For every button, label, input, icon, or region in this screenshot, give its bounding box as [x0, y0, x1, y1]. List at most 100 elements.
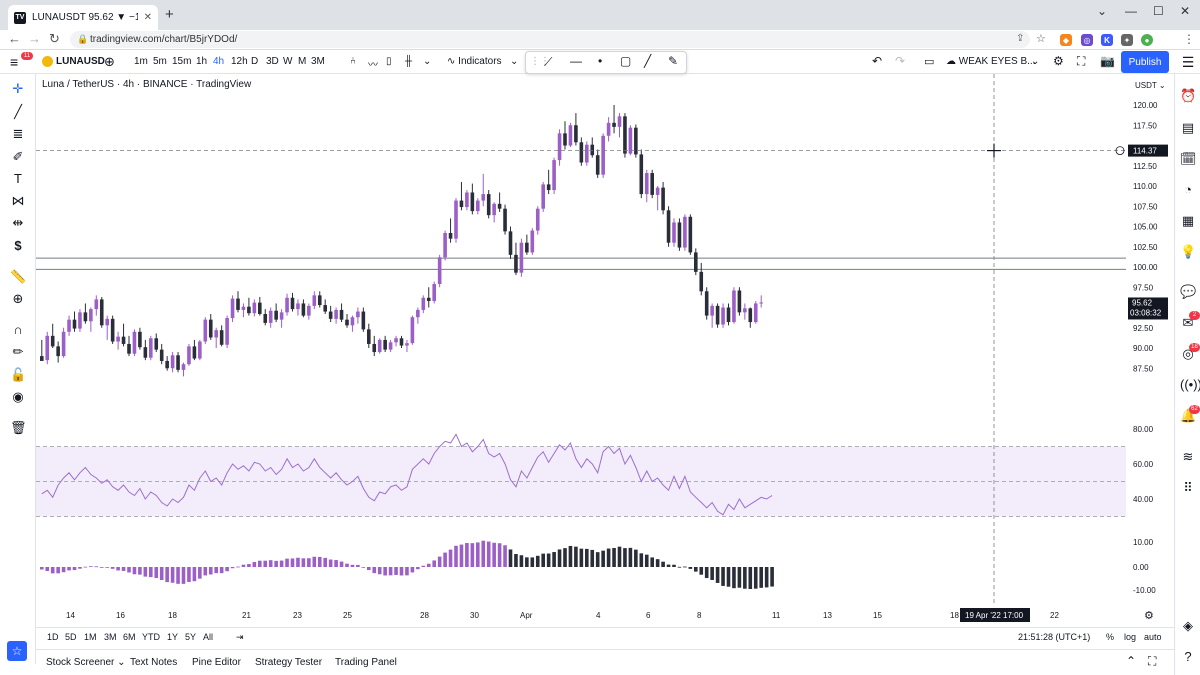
- range-5d[interactable]: 5D: [65, 632, 77, 642]
- chevron-down-icon[interactable]: ⌄: [1031, 56, 1040, 67]
- undo-icon[interactable]: ↶: [872, 54, 883, 68]
- hotlist-icon[interactable]: ▦: [1181, 213, 1195, 228]
- trash-icon[interactable]: 🗑: [10, 420, 27, 435]
- bar-style-icon[interactable]: ⑃: [350, 56, 356, 67]
- text-icon[interactable]: T: [14, 171, 22, 186]
- interval-m[interactable]: M: [298, 56, 307, 67]
- fullscreen-icon[interactable]: ⛶: [1077, 54, 1086, 68]
- zoom-icon[interactable]: ⊕: [12, 291, 24, 306]
- hamburger-menu-icon[interactable]: ≡: [10, 54, 19, 70]
- log-toggle[interactable]: log: [1124, 632, 1137, 642]
- layers-stack-icon[interactable]: ◈: [1183, 618, 1193, 633]
- close-tab-icon[interactable]: ✕: [143, 12, 152, 23]
- auto-toggle[interactable]: auto: [1144, 632, 1162, 642]
- chevron-down-icon[interactable]: ⌄: [510, 56, 519, 67]
- lock-icon[interactable]: 🔓: [10, 367, 27, 382]
- trend-line-icon[interactable]: ╱: [644, 54, 652, 68]
- url-field[interactable]: 🔒 tradingview.com/chart/B5jrYDOd/: [70, 31, 1030, 48]
- close-window-icon[interactable]: ✕: [1180, 4, 1191, 18]
- tab-text-notes[interactable]: Text Notes: [130, 657, 178, 668]
- horizontal-line-icon[interactable]: —: [570, 54, 582, 68]
- data-window-icon[interactable]: ◔: [1184, 182, 1192, 197]
- candles-style-icon[interactable]: ▯: [386, 56, 392, 67]
- range-3m[interactable]: 3M: [104, 632, 117, 642]
- patterns-icon[interactable]: ⋈: [11, 193, 25, 208]
- help-icon[interactable]: ?: [1184, 649, 1192, 664]
- tab-stock-screener[interactable]: Stock Screener ⌄: [46, 657, 126, 668]
- brush-icon[interactable]: ✐: [12, 149, 24, 164]
- watchlist-icon[interactable]: ☰: [1181, 54, 1195, 70]
- chevron-down-icon[interactable]: ⌄: [423, 56, 432, 67]
- price-range-icon[interactable]: $: [14, 238, 22, 253]
- tab-pine-editor[interactable]: Pine Editor: [192, 657, 241, 668]
- line-style-icon[interactable]: 〰: [368, 60, 378, 71]
- tab-trading-panel[interactable]: Trading Panel: [335, 657, 397, 668]
- eye-icon[interactable]: ◉: [12, 389, 24, 404]
- k-extension-icon[interactable]: K: [1101, 34, 1113, 46]
- forecast-icon[interactable]: ⇹: [12, 215, 24, 230]
- broadcast-icon[interactable]: ((•)): [1180, 377, 1200, 392]
- alert-clock-icon[interactable]: ⏰: [1180, 88, 1197, 103]
- interval-12h[interactable]: 12h: [231, 56, 248, 67]
- dom-icon[interactable]: ⠿: [1183, 480, 1193, 495]
- interval-1h[interactable]: 1h: [196, 56, 208, 67]
- compare-symbol-icon[interactable]: ⊕: [104, 54, 115, 69]
- symbol-search-button[interactable]: LUNAUSD: [42, 56, 105, 67]
- rectangle-icon[interactable]: ▢: [620, 54, 632, 68]
- maximize-panel-icon[interactable]: ⛶: [1148, 654, 1157, 668]
- reload-icon[interactable]: ↻: [49, 31, 60, 46]
- calendar-icon[interactable]: 🗓: [1180, 151, 1197, 166]
- profile-avatar[interactable]: ●: [1141, 34, 1153, 46]
- range-1d[interactable]: 1D: [47, 632, 59, 642]
- messages-icon[interactable]: ✉: [1182, 315, 1194, 330]
- maximize-icon[interactable]: ☐: [1153, 4, 1164, 18]
- forward-icon[interactable]: →: [28, 31, 41, 46]
- indicators-button[interactable]: ∿ Indicators: [447, 56, 502, 67]
- range-ytd[interactable]: YTD: [142, 632, 160, 642]
- share-icon[interactable]: ⇪: [1016, 33, 1025, 44]
- bookmark-star-icon[interactable]: ☆: [1036, 33, 1046, 45]
- interval-3m[interactable]: 3M: [311, 56, 325, 67]
- heikin-style-icon[interactable]: ╫: [405, 56, 413, 67]
- interval-w[interactable]: W: [283, 56, 293, 67]
- camera-icon[interactable]: 📷: [1100, 54, 1115, 68]
- range-5y[interactable]: 5Y: [185, 632, 197, 642]
- chevron-down-icon[interactable]: ⌄: [1097, 4, 1108, 18]
- crosshair-icon[interactable]: ✛: [12, 81, 24, 96]
- layout-name-button[interactable]: ☁ WEAK EYES B...: [946, 56, 1035, 67]
- interval-15m[interactable]: 15m: [172, 56, 192, 67]
- fib-icon[interactable]: ≣: [12, 126, 24, 141]
- favorites-star-icon[interactable]: ☆: [7, 641, 27, 661]
- metamask-extension-icon[interactable]: ◆: [1060, 34, 1072, 46]
- clock-text[interactable]: 21:51:28 (UTC+1): [1018, 632, 1091, 642]
- ruler-icon[interactable]: 📏: [10, 269, 27, 284]
- collapse-chevron-icon[interactable]: ⌃: [1126, 654, 1137, 668]
- trend-line-icon[interactable]: ╱: [14, 104, 22, 119]
- brush-icon[interactable]: ✎: [668, 54, 679, 68]
- publish-button[interactable]: Publish: [1121, 51, 1169, 73]
- interval-5m[interactable]: 5m: [153, 56, 167, 67]
- interval-1m[interactable]: 1m: [134, 56, 148, 67]
- tab-strategy-tester[interactable]: Strategy Tester: [255, 657, 323, 668]
- browser-tab[interactable]: TV LUNAUSDT 95.62 ▼ −1.84% WE… ✕: [8, 5, 158, 30]
- range-all[interactable]: All: [203, 632, 214, 642]
- interval-d[interactable]: D: [251, 56, 259, 67]
- range-6m[interactable]: 6M: [123, 632, 136, 642]
- minimize-icon[interactable]: —: [1125, 4, 1137, 18]
- streams-icon[interactable]: ◎: [1182, 346, 1194, 361]
- news-icon[interactable]: ▤: [1181, 120, 1195, 135]
- drag-handle-icon[interactable]: ⋮⋮: [530, 56, 550, 67]
- range-1y[interactable]: 1Y: [167, 632, 179, 642]
- browser-menu-icon[interactable]: ⋮: [1183, 32, 1195, 46]
- interval-4h[interactable]: 4h: [213, 56, 225, 67]
- puzzle-extension-icon[interactable]: ✦: [1121, 34, 1133, 46]
- settings-gear-icon[interactable]: ⚙: [1053, 54, 1064, 68]
- new-tab-icon[interactable]: +: [165, 6, 174, 23]
- chats-icon[interactable]: 💬: [1180, 284, 1197, 299]
- back-icon[interactable]: ←: [8, 31, 21, 46]
- interval-3d[interactable]: 3D: [266, 56, 279, 67]
- magnet-icon[interactable]: ∩: [13, 322, 23, 337]
- range-1m[interactable]: 1M: [84, 632, 97, 642]
- layout-icon[interactable]: ▭: [924, 56, 935, 68]
- percent-toggle[interactable]: %: [1106, 632, 1115, 642]
